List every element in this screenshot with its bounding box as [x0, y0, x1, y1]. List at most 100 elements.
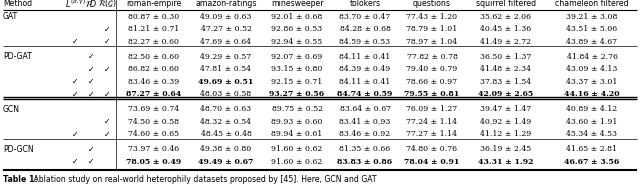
- Text: 86.82 ± 0.60: 86.82 ± 0.60: [129, 65, 179, 73]
- Text: PD-GAT: PD-GAT: [3, 52, 32, 61]
- Text: squirrel filtered: squirrel filtered: [476, 0, 536, 8]
- Text: 36.50 ± 1.37: 36.50 ± 1.37: [481, 53, 532, 61]
- Text: 83.70 ± 0.47: 83.70 ± 0.47: [339, 13, 390, 21]
- Text: ✓: ✓: [104, 25, 110, 34]
- Text: 40.89 ± 4.12: 40.89 ± 4.12: [566, 105, 618, 113]
- Text: 36.19 ± 2.45: 36.19 ± 2.45: [481, 145, 532, 153]
- Text: 83.83 ± 0.86: 83.83 ± 0.86: [337, 158, 392, 166]
- Text: 79.40 ± 0.79: 79.40 ± 0.79: [406, 65, 458, 73]
- Text: 49.69 ± 0.51: 49.69 ± 0.51: [198, 78, 253, 86]
- Text: 41.48 ± 2.34: 41.48 ± 2.34: [481, 65, 531, 73]
- Text: 37.83 ± 1.54: 37.83 ± 1.54: [481, 78, 532, 86]
- Text: 47.81 ± 0.54: 47.81 ± 0.54: [200, 65, 252, 73]
- Text: 47.69 ± 0.64: 47.69 ± 0.64: [200, 38, 252, 46]
- Text: ✓: ✓: [88, 52, 94, 61]
- Text: 82.27 ± 0.60: 82.27 ± 0.60: [129, 38, 179, 46]
- Text: 84.59 ± 0.53: 84.59 ± 0.53: [339, 38, 390, 46]
- Text: 89.94 ± 0.61: 89.94 ± 0.61: [271, 130, 323, 138]
- Text: 80.87 ± 0.30: 80.87 ± 0.30: [129, 13, 180, 21]
- Text: ✓: ✓: [88, 157, 94, 166]
- Text: 43.60 ± 1.91: 43.60 ± 1.91: [566, 118, 618, 126]
- Text: ✓: ✓: [72, 130, 78, 139]
- Text: 92.86 ± 0.53: 92.86 ± 0.53: [271, 25, 323, 33]
- Text: 46.67 ± 3.56: 46.67 ± 3.56: [564, 158, 620, 166]
- Text: 43.51 ± 5.06: 43.51 ± 5.06: [566, 25, 618, 33]
- Text: $\mathcal{R}(\mathcal{G})$: $\mathcal{R}(\mathcal{G})$: [97, 0, 116, 9]
- Text: 92.07 ± 0.69: 92.07 ± 0.69: [271, 53, 323, 61]
- Text: ✓: ✓: [104, 65, 110, 74]
- Text: 83.41 ± 0.93: 83.41 ± 0.93: [339, 118, 390, 126]
- Text: 74.50 ± 0.58: 74.50 ± 0.58: [129, 118, 179, 126]
- Text: 40.92 ± 1.49: 40.92 ± 1.49: [481, 118, 532, 126]
- Text: 41.12 ± 1.29: 41.12 ± 1.29: [481, 130, 532, 138]
- Text: ✓: ✓: [104, 130, 110, 139]
- Text: Ablation study on real-world heterophily datasets proposed by [45]. Here, GCN an: Ablation study on real-world heterophily…: [31, 175, 376, 184]
- Text: questions: questions: [413, 0, 451, 8]
- Text: 47.27 ± 0.52: 47.27 ± 0.52: [200, 25, 252, 33]
- Text: 89.75 ± 0.52: 89.75 ± 0.52: [271, 105, 323, 113]
- Text: 43.31 ± 1.92: 43.31 ± 1.92: [478, 158, 534, 166]
- Text: 35.62 ± 2.06: 35.62 ± 2.06: [481, 13, 531, 21]
- Text: 93.15 ± 0.80: 93.15 ± 0.80: [271, 65, 323, 73]
- Text: 43.09 ± 4.13: 43.09 ± 4.13: [566, 65, 618, 73]
- Text: 78.97 ± 1.04: 78.97 ± 1.04: [406, 38, 458, 46]
- Text: 78.79 ± 1.01: 78.79 ± 1.01: [406, 25, 458, 33]
- Text: 83.46 ± 0.39: 83.46 ± 0.39: [129, 78, 180, 86]
- Text: 48.45 ± 0.48: 48.45 ± 0.48: [200, 130, 252, 138]
- Text: 44.16 ± 4.20: 44.16 ± 4.20: [564, 90, 620, 98]
- Text: 39.47 ± 1.47: 39.47 ± 1.47: [481, 105, 532, 113]
- Text: 43.89 ± 4.67: 43.89 ± 4.67: [566, 38, 618, 46]
- Text: Table 1:: Table 1:: [3, 175, 38, 184]
- Text: $\mathcal{P}\!\mathit{D}$: $\mathcal{P}\!\mathit{D}$: [85, 0, 97, 9]
- Text: chameleon filtered: chameleon filtered: [555, 0, 629, 8]
- Text: ✓: ✓: [88, 77, 94, 86]
- Text: GCN: GCN: [3, 105, 20, 114]
- Text: 73.97 ± 0.46: 73.97 ± 0.46: [129, 145, 180, 153]
- Text: 84.11 ± 0.41: 84.11 ± 0.41: [339, 53, 390, 61]
- Text: 78.05 ± 0.49: 78.05 ± 0.49: [126, 158, 182, 166]
- Text: 42.09 ± 2.65: 42.09 ± 2.65: [478, 90, 534, 98]
- Text: minesweeper: minesweeper: [271, 0, 323, 8]
- Text: 83.46 ± 0.92: 83.46 ± 0.92: [339, 130, 390, 138]
- Text: 92.15 ± 0.71: 92.15 ± 0.71: [271, 78, 323, 86]
- Text: Method: Method: [3, 0, 32, 8]
- Text: 43.37 ± 3.01: 43.37 ± 3.01: [566, 78, 618, 86]
- Text: 77.43 ± 1.20: 77.43 ± 1.20: [406, 13, 458, 21]
- Text: 79.55 ± 0.81: 79.55 ± 0.81: [404, 90, 460, 98]
- Text: 84.28 ± 0.68: 84.28 ± 0.68: [340, 25, 390, 33]
- Text: 45.34 ± 4.53: 45.34 ± 4.53: [566, 130, 618, 138]
- Text: ✓: ✓: [104, 117, 110, 126]
- Text: 87.27 ± 0.64: 87.27 ± 0.64: [126, 90, 182, 98]
- Text: 92.01 ± 0.68: 92.01 ± 0.68: [271, 13, 323, 21]
- Text: 49.29 ± 0.57: 49.29 ± 0.57: [200, 53, 252, 61]
- Text: 91.60 ± 0.62: 91.60 ± 0.62: [271, 145, 323, 153]
- Text: ✓: ✓: [72, 157, 78, 166]
- Text: ✓: ✓: [104, 37, 110, 46]
- Text: 76.09 ± 1.27: 76.09 ± 1.27: [406, 105, 458, 113]
- Text: ✓: ✓: [72, 90, 78, 99]
- Text: ✓: ✓: [72, 77, 78, 86]
- Text: 81.21 ± 0.71: 81.21 ± 0.71: [129, 25, 180, 33]
- Text: ✓: ✓: [72, 37, 78, 46]
- Text: 49.38 ± 0.80: 49.38 ± 0.80: [200, 145, 252, 153]
- Text: 78.04 ± 0.91: 78.04 ± 0.91: [404, 158, 460, 166]
- Text: 84.74 ± 0.59: 84.74 ± 0.59: [337, 90, 393, 98]
- Text: ✓: ✓: [88, 90, 94, 99]
- Text: 48.03 ± 0.58: 48.03 ± 0.58: [200, 90, 252, 98]
- Text: 41.65 ± 2.81: 41.65 ± 2.81: [566, 145, 618, 153]
- Text: 84.11 ± 0.41: 84.11 ± 0.41: [339, 78, 390, 86]
- Text: 77.27 ± 1.14: 77.27 ± 1.14: [406, 130, 458, 138]
- Text: PD-GCN: PD-GCN: [3, 145, 34, 154]
- Text: GAT: GAT: [3, 12, 19, 21]
- Text: amazon-ratings: amazon-ratings: [195, 0, 257, 8]
- Text: 84.39 ± 0.49: 84.39 ± 0.49: [339, 65, 390, 73]
- Text: ✓: ✓: [88, 65, 94, 74]
- Text: 92.94 ± 0.55: 92.94 ± 0.55: [271, 38, 323, 46]
- Text: 74.80 ± 0.76: 74.80 ± 0.76: [406, 145, 458, 153]
- Text: 77.24 ± 1.14: 77.24 ± 1.14: [406, 118, 458, 126]
- Text: tolokers: tolokers: [349, 0, 381, 8]
- Text: 41.49 ± 2.72: 41.49 ± 2.72: [481, 38, 531, 46]
- Text: roman-empire: roman-empire: [126, 0, 182, 8]
- Text: ✓: ✓: [88, 145, 94, 154]
- Text: 78.66 ± 0.97: 78.66 ± 0.97: [406, 78, 458, 86]
